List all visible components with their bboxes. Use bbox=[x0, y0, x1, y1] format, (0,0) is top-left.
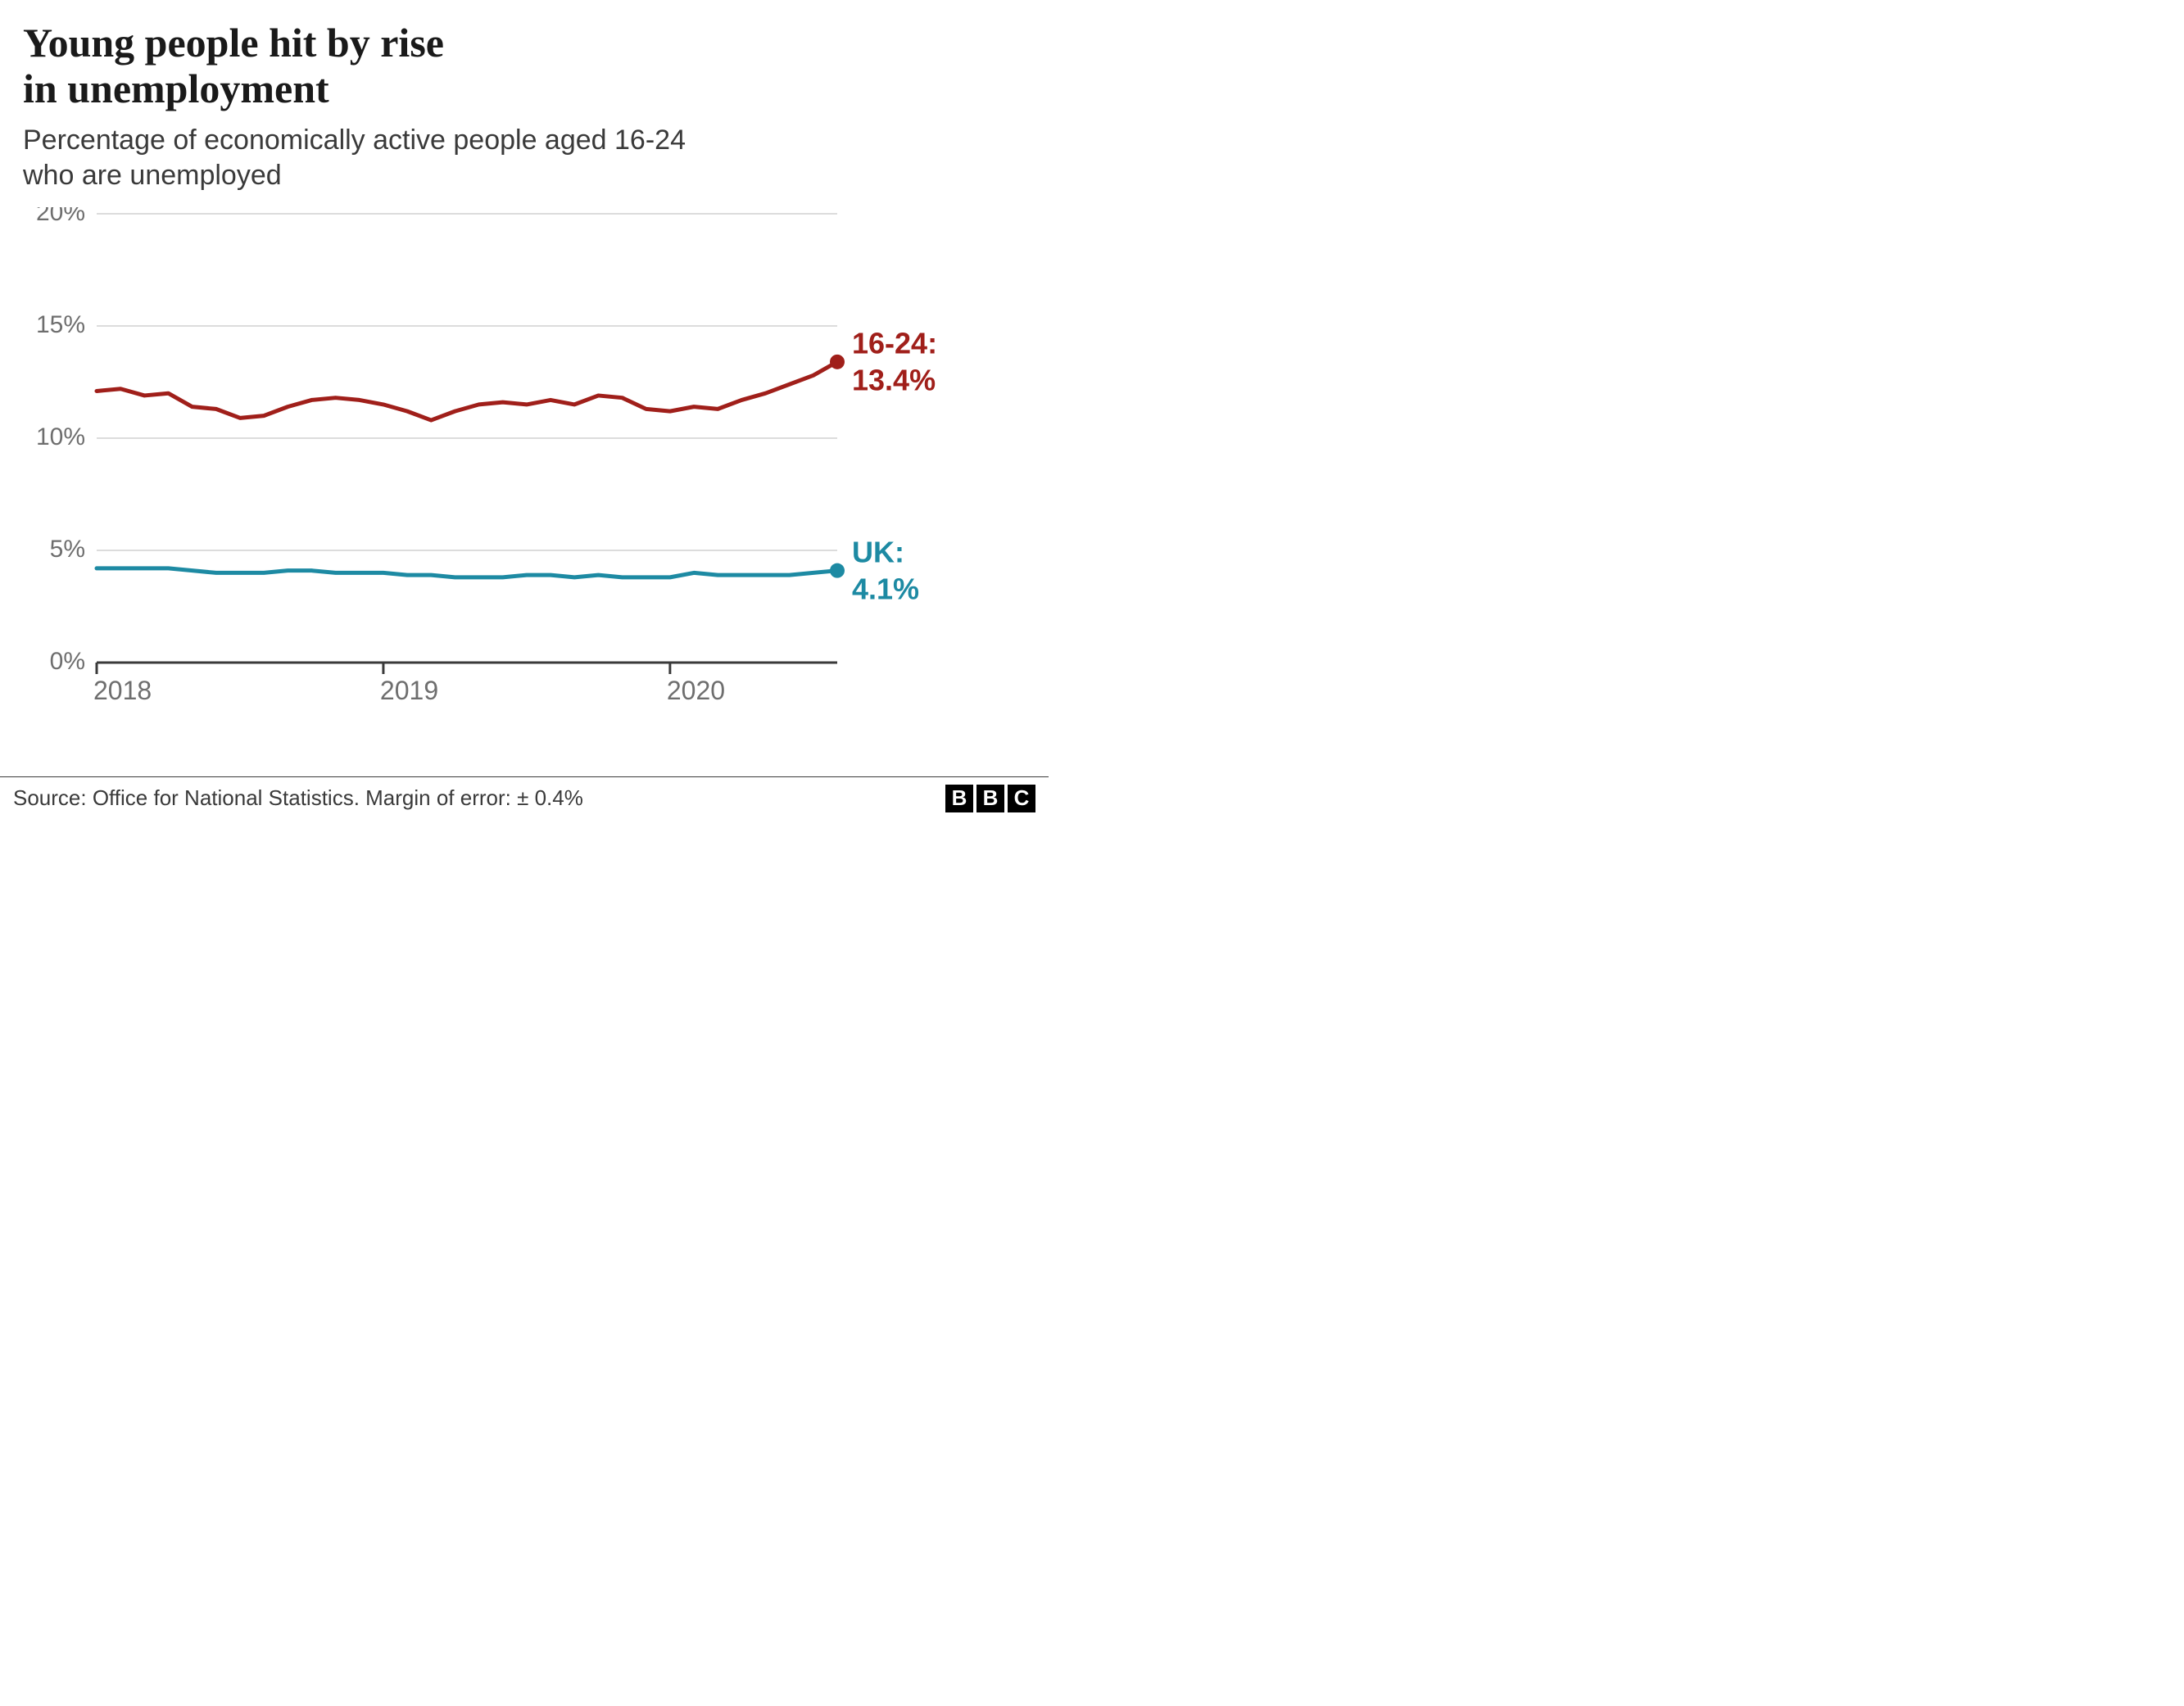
chart-title: Young people hit by rise in unemployment bbox=[23, 20, 1026, 111]
title-line-2: in unemployment bbox=[23, 66, 329, 111]
series-label-age_16_24: 16-24: 13.4% bbox=[852, 327, 937, 397]
series-label-line2: 13.4% bbox=[852, 364, 936, 397]
plot-area: 0% 5% 10% 15% 20% 2018 2019 2020 16-24: 13.4% UK: 4… bbox=[23, 207, 1026, 715]
x-axis-tick-label: 2019 bbox=[380, 676, 438, 705]
y-axis-tick-label: 0% bbox=[50, 648, 85, 675]
series-line-age_16_24 bbox=[97, 362, 837, 420]
bbc-logo-block: B bbox=[976, 785, 1004, 812]
title-line-1: Young people hit by rise bbox=[23, 20, 444, 66]
y-axis-tick-label: 15% bbox=[36, 311, 85, 338]
line-chart-svg: 0% 5% 10% 15% 20% 2018 2019 2020 16-24: 13.4% UK: 4… bbox=[23, 207, 1026, 715]
y-axis-tick-label: 20% bbox=[36, 207, 85, 226]
chart-footer: Source: Office for National Statistics. … bbox=[0, 776, 1049, 819]
y-axis-tick-label: 10% bbox=[36, 423, 85, 450]
bbc-logo: B B C bbox=[945, 785, 1035, 812]
series-label-line1: UK: bbox=[852, 535, 904, 568]
x-axis-tick-label: 2020 bbox=[667, 676, 725, 705]
series-label-uk_all: UK: 4.1% bbox=[852, 535, 919, 605]
y-axis-tick-label: 5% bbox=[50, 536, 85, 563]
subtitle-line-2: who are unemployed bbox=[23, 160, 282, 191]
series-label-line2: 4.1% bbox=[852, 572, 919, 605]
x-axis-tick-label: 2018 bbox=[93, 676, 152, 705]
bbc-logo-block: C bbox=[1008, 785, 1035, 812]
subtitle-line-1: Percentage of economically active people… bbox=[23, 124, 686, 156]
source-text: Source: Office for National Statistics. … bbox=[13, 785, 583, 811]
series-label-line1: 16-24: bbox=[852, 327, 937, 360]
series-end-marker-age_16_24 bbox=[830, 355, 845, 369]
series-end-marker-uk_all bbox=[830, 563, 845, 578]
series-line-uk_all bbox=[97, 568, 837, 577]
bbc-logo-block: B bbox=[945, 785, 973, 812]
chart-container: Young people hit by rise in unemployment… bbox=[0, 0, 1049, 819]
chart-subtitle: Percentage of economically active people… bbox=[23, 123, 1026, 192]
